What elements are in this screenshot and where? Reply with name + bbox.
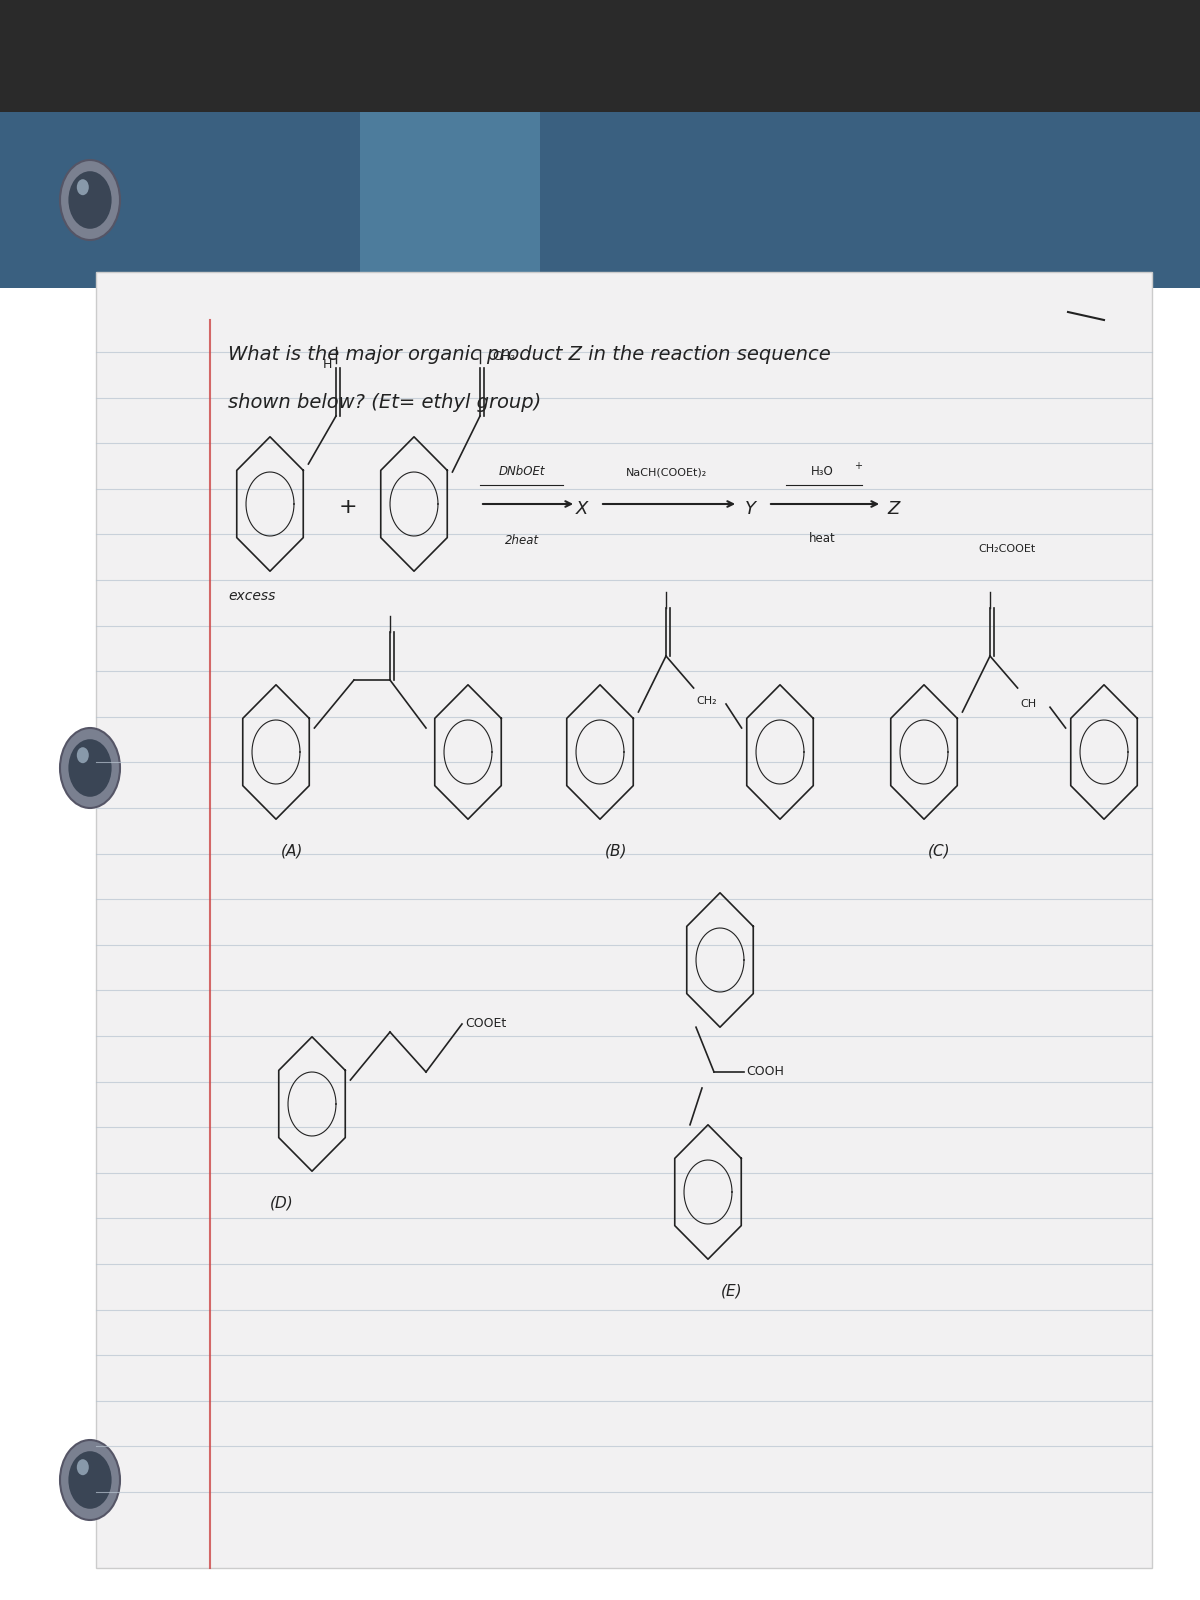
Text: +: + bbox=[338, 498, 358, 517]
FancyBboxPatch shape bbox=[96, 272, 1152, 1568]
Circle shape bbox=[60, 1440, 120, 1520]
Circle shape bbox=[77, 179, 89, 195]
Circle shape bbox=[77, 747, 89, 763]
Text: CH: CH bbox=[1020, 699, 1036, 709]
Text: H: H bbox=[323, 358, 332, 371]
Text: CH₂COOEt: CH₂COOEt bbox=[978, 544, 1036, 554]
Text: COOEt: COOEt bbox=[466, 1018, 506, 1030]
Text: (B): (B) bbox=[605, 845, 626, 859]
Text: (D): (D) bbox=[270, 1197, 294, 1211]
Text: Y: Y bbox=[744, 499, 756, 518]
Text: NaCH(COOEt)₂: NaCH(COOEt)₂ bbox=[625, 467, 707, 477]
Circle shape bbox=[68, 739, 112, 797]
Text: X: X bbox=[576, 499, 588, 518]
Text: heat: heat bbox=[809, 533, 835, 546]
Text: DNbOEt: DNbOEt bbox=[499, 466, 545, 478]
Text: Z: Z bbox=[888, 499, 900, 518]
Text: What is the major organic product Z in the reaction sequence: What is the major organic product Z in t… bbox=[228, 346, 830, 365]
Text: CH₃: CH₃ bbox=[492, 350, 515, 363]
Text: (E): (E) bbox=[721, 1283, 743, 1299]
Text: (C): (C) bbox=[929, 845, 950, 859]
FancyBboxPatch shape bbox=[360, 112, 540, 288]
Circle shape bbox=[60, 728, 120, 808]
Text: COOH: COOH bbox=[746, 1066, 785, 1078]
Text: 2heat: 2heat bbox=[505, 534, 539, 547]
Circle shape bbox=[77, 1459, 89, 1475]
FancyBboxPatch shape bbox=[0, 0, 1200, 112]
Circle shape bbox=[68, 171, 112, 229]
Text: CH₂: CH₂ bbox=[696, 696, 716, 706]
Text: excess: excess bbox=[228, 589, 275, 603]
Text: +: + bbox=[854, 461, 863, 470]
Circle shape bbox=[68, 1451, 112, 1509]
Text: (A): (A) bbox=[281, 845, 302, 859]
Text: shown below? (Et= ethyl group): shown below? (Et= ethyl group) bbox=[228, 394, 541, 411]
Text: H₃O: H₃O bbox=[811, 466, 833, 478]
FancyBboxPatch shape bbox=[0, 0, 1200, 288]
Circle shape bbox=[60, 160, 120, 240]
